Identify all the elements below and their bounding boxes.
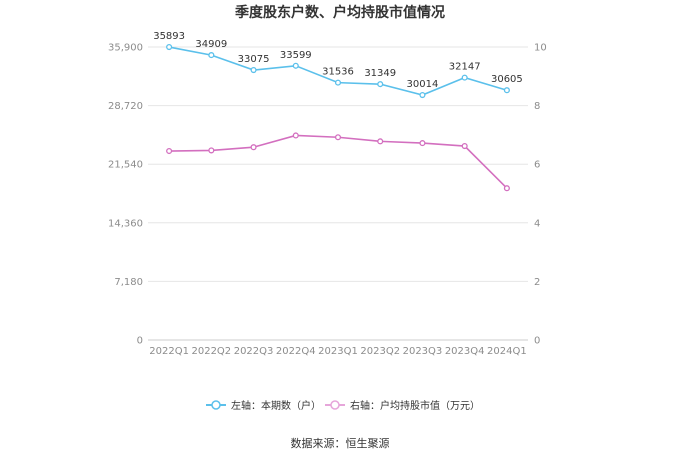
right-tick-label: 8	[534, 101, 540, 112]
data-label: 34909	[195, 39, 227, 50]
data-point-left[interactable]	[377, 81, 384, 88]
x-tick-label: 2022Q2	[191, 346, 231, 357]
chart-title: 季度股东户数、户均持股市值情况	[234, 4, 445, 21]
left-tick-label: 0	[137, 336, 143, 347]
legend-item-left[interactable]: 左轴：本期数（户）	[206, 399, 321, 412]
grid-lines	[148, 46, 528, 341]
x-tick-label: 2023Q3	[403, 346, 443, 357]
right-tick-label: 6	[534, 160, 540, 171]
left-tick-label: 7,180	[114, 277, 143, 288]
x-tick-label: 2022Q1	[149, 346, 189, 357]
right-tick-label: 10	[534, 43, 547, 54]
data-point-left[interactable]	[292, 62, 299, 69]
data-point-right[interactable]	[419, 140, 426, 147]
legend-label-right: 右轴：户均持股市值（万元）	[350, 399, 480, 412]
x-tick-label: 2024Q1	[487, 346, 527, 357]
data-point-left[interactable]	[461, 74, 468, 81]
data-label: 33599	[280, 50, 312, 61]
data-label: 31349	[364, 68, 396, 79]
legend[interactable]: 左轴：本期数（户） 右轴：户均持股市值（万元）	[206, 399, 480, 412]
x-tick-label: 2022Q3	[234, 346, 274, 357]
x-tick-label: 2022Q4	[276, 346, 316, 357]
left-tick-label: 21,540	[108, 160, 143, 171]
data-point-left[interactable]	[208, 52, 215, 59]
left-tick-label: 35,900	[108, 43, 143, 54]
data-point-right[interactable]	[461, 142, 468, 150]
right-axis-ticks: 0 2 4 6 8 10	[534, 43, 547, 347]
data-label: 31536	[322, 67, 354, 78]
data-labels: 35893 34909 33075 33599 31536 31349 30014 32147…	[153, 31, 523, 90]
series-layer	[166, 44, 510, 192]
x-axis-ticks: 2022Q1 2022Q2 2022Q3 2022Q4 2023Q1 2023Q2 2023…	[149, 346, 526, 357]
data-label: 32147	[449, 62, 481, 73]
left-tick-label: 28,720	[108, 101, 143, 112]
data-point-left[interactable]	[166, 44, 173, 51]
data-label: 33075	[238, 54, 270, 65]
series-line-right	[169, 134, 508, 189]
left-tick-label: 14,360	[108, 218, 143, 229]
legend-marker-left	[211, 400, 221, 410]
data-point-right[interactable]	[503, 185, 510, 192]
data-point-right[interactable]	[377, 138, 384, 145]
data-point-left[interactable]	[334, 79, 342, 86]
data-label: 30605	[491, 74, 523, 85]
right-tick-label: 2	[534, 277, 540, 288]
legend-item-right[interactable]: 右轴：户均持股市值（万元）	[325, 399, 480, 412]
legend-marker-right	[330, 400, 340, 410]
right-tick-label: 0	[534, 336, 540, 347]
data-point-right[interactable]	[208, 147, 215, 154]
legend-label-left: 左轴：本期数（户）	[231, 399, 321, 412]
x-tick-label: 2023Q1	[318, 346, 358, 357]
data-source: 数据来源：恒生聚源	[291, 436, 390, 450]
data-label: 30014	[407, 79, 439, 90]
x-tick-label: 2023Q2	[360, 346, 400, 357]
data-label: 35893	[153, 31, 185, 42]
data-point-left[interactable]	[503, 87, 510, 94]
data-point-right[interactable]	[334, 134, 342, 141]
left-axis-ticks: 0 7,180 14,360 21,540 28,720 35,900	[108, 43, 143, 347]
x-tick-label: 2023Q4	[445, 346, 485, 357]
data-point-right[interactable]	[250, 144, 257, 151]
data-point-left[interactable]	[250, 67, 257, 74]
data-point-left[interactable]	[419, 91, 426, 99]
right-tick-label: 4	[534, 218, 540, 229]
data-point-right[interactable]	[166, 147, 173, 155]
data-point-right[interactable]	[292, 132, 299, 139]
